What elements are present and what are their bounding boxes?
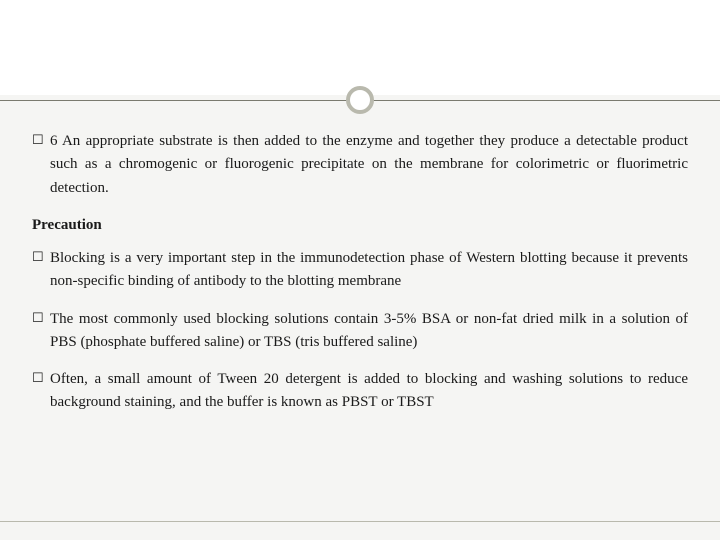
bottom-divider (0, 521, 720, 522)
list-item: ☐ 6 An appropriate substrate is then add… (32, 130, 688, 200)
item-text: The most commonly used blocking solution… (50, 308, 688, 355)
bullet-icon: ☐ (32, 368, 50, 415)
list-item: ☐ Often, a small amount of Tween 20 dete… (32, 368, 688, 415)
circle-ornament (346, 86, 374, 114)
list-item: ☐ Blocking is a very important step in t… (32, 247, 688, 294)
slide-content: ☐ 6 An appropriate substrate is then add… (32, 130, 688, 429)
item-text: Blocking is a very important step in the… (50, 247, 688, 294)
item-text: 6 An appropriate substrate is then added… (50, 130, 688, 200)
bullet-icon: ☐ (32, 308, 50, 355)
list-item: ☐ The most commonly used blocking soluti… (32, 308, 688, 355)
top-band (0, 0, 720, 95)
item-text: Often, a small amount of Tween 20 deterg… (50, 368, 688, 415)
bullet-icon: ☐ (32, 130, 50, 200)
section-heading: Precaution (32, 214, 688, 237)
bullet-icon: ☐ (32, 247, 50, 294)
